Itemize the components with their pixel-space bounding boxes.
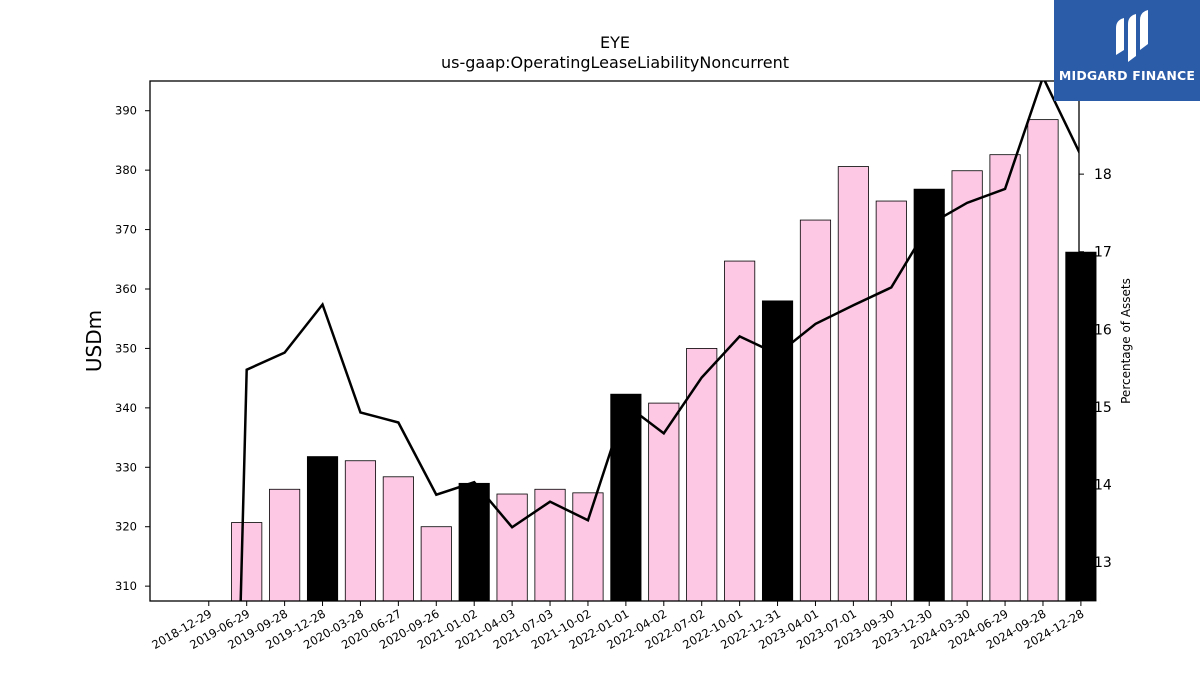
bar-2022-04-02 bbox=[648, 402, 680, 602]
percentage-line bbox=[239, 81, 1079, 601]
y-tick-label: 390 bbox=[115, 104, 137, 118]
bar-2019-09-28 bbox=[269, 488, 301, 602]
y2-tick-label: 18 bbox=[1094, 167, 1112, 183]
bar-2022-01-01 bbox=[610, 393, 642, 602]
bar-2021-04-03 bbox=[496, 493, 528, 602]
y2-tick-label: 16 bbox=[1094, 322, 1112, 338]
y-tick-label: 370 bbox=[115, 223, 137, 237]
bar-2024-09-28 bbox=[1027, 119, 1059, 602]
y2-tick-label: 15 bbox=[1094, 400, 1112, 416]
y2-tick-label: 13 bbox=[1094, 555, 1112, 571]
y-tick-label: 310 bbox=[115, 579, 137, 593]
chart-subtitle: us-gaap:OperatingLeaseLiabilityNoncurren… bbox=[441, 53, 789, 72]
y-tick-label: 350 bbox=[115, 341, 137, 355]
bar-2024-12-28 bbox=[1065, 251, 1097, 602]
plot-frame bbox=[149, 80, 1080, 602]
bar-2022-12-31 bbox=[761, 300, 794, 602]
bar-2023-12-30 bbox=[913, 188, 945, 602]
bar-2020-03-28 bbox=[344, 460, 377, 602]
bar-2021-01-02 bbox=[458, 482, 490, 602]
bar-2024-03-30 bbox=[951, 170, 983, 602]
bar-2020-06-27 bbox=[382, 476, 414, 602]
bar-2022-10-01 bbox=[724, 260, 756, 602]
y2-tick-label: 14 bbox=[1094, 478, 1112, 494]
y-tick-label: 330 bbox=[115, 460, 137, 474]
bar-group bbox=[231, 119, 1097, 602]
bar-2023-09-30 bbox=[875, 200, 907, 602]
bar-2019-12-28 bbox=[306, 456, 339, 602]
bar-2023-04-01 bbox=[799, 219, 832, 602]
midgard-finance-logo: MIDGARD FINANCE bbox=[1054, 0, 1200, 101]
y-tick-label: 380 bbox=[115, 163, 137, 177]
logo-text: MIDGARD FINANCE bbox=[1058, 68, 1196, 83]
y-tick-label: 340 bbox=[115, 401, 137, 415]
bar-2023-07-01 bbox=[837, 166, 869, 602]
midgard-logo-icon bbox=[1116, 10, 1148, 62]
y2-tick-label: 17 bbox=[1094, 245, 1112, 261]
y-tick-label: 320 bbox=[115, 520, 137, 534]
bar-2019-06-29 bbox=[231, 522, 263, 602]
chart-title: EYE bbox=[600, 33, 630, 52]
bar-2022-07-02 bbox=[686, 348, 718, 602]
bar-2021-10-02 bbox=[572, 492, 604, 602]
y-tick-label: 360 bbox=[115, 282, 137, 296]
y-axis-label: USDm bbox=[82, 310, 106, 372]
bar-2024-06-29 bbox=[989, 154, 1021, 602]
line-group bbox=[239, 81, 1079, 601]
bar-2020-09-26 bbox=[420, 526, 452, 602]
y2-axis-label: Percentage of Assets bbox=[1119, 278, 1133, 404]
